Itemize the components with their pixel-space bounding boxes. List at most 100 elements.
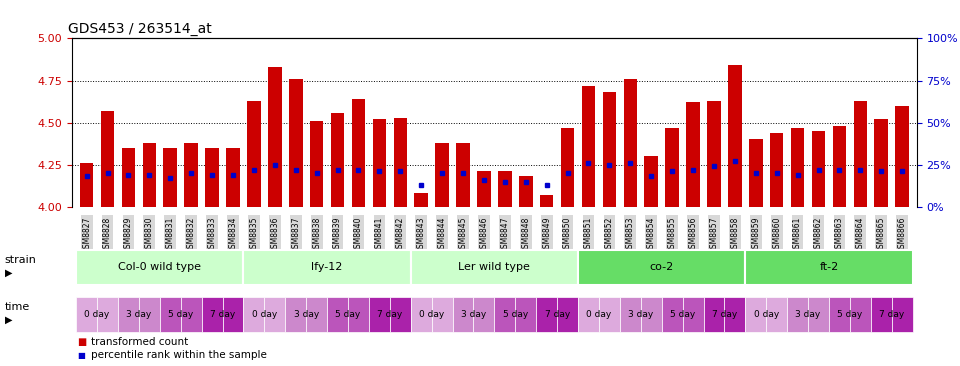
Bar xyxy=(139,297,159,332)
Bar xyxy=(143,143,156,207)
Bar xyxy=(477,171,491,207)
Text: 3 day: 3 day xyxy=(294,310,319,319)
Bar xyxy=(791,128,804,207)
Bar xyxy=(875,119,888,207)
Bar xyxy=(456,143,469,207)
Bar xyxy=(519,176,533,207)
Bar xyxy=(850,297,871,332)
Bar xyxy=(310,121,324,207)
Bar xyxy=(871,297,892,332)
Bar xyxy=(725,297,745,332)
Bar xyxy=(808,297,829,332)
Bar xyxy=(372,119,386,207)
Text: 3 day: 3 day xyxy=(796,310,821,319)
Bar xyxy=(247,101,261,207)
Bar xyxy=(494,297,516,332)
Bar xyxy=(331,112,345,207)
Bar xyxy=(686,102,700,207)
Bar xyxy=(285,297,306,332)
Bar xyxy=(80,163,93,207)
Bar xyxy=(97,297,118,332)
Text: 0 day: 0 day xyxy=(84,310,109,319)
Bar xyxy=(498,171,512,207)
Bar xyxy=(603,92,616,207)
Bar xyxy=(640,297,661,332)
Bar xyxy=(306,297,327,332)
Bar xyxy=(289,79,302,207)
Text: ■: ■ xyxy=(77,351,84,359)
Bar xyxy=(452,297,473,332)
Text: 5 day: 5 day xyxy=(168,310,193,319)
Bar xyxy=(411,297,432,332)
Bar xyxy=(184,143,198,207)
Bar xyxy=(599,297,620,332)
Bar xyxy=(223,297,244,332)
Text: ▶: ▶ xyxy=(5,315,12,325)
Bar xyxy=(118,297,139,332)
Text: time: time xyxy=(5,302,30,313)
Bar xyxy=(432,297,452,332)
Bar xyxy=(264,297,285,332)
Bar xyxy=(537,297,557,332)
Bar xyxy=(394,117,407,207)
Text: ■: ■ xyxy=(77,337,86,347)
Bar xyxy=(665,128,679,207)
Bar xyxy=(745,250,913,285)
Bar xyxy=(516,297,537,332)
Bar xyxy=(163,148,177,207)
Bar xyxy=(268,67,281,207)
Bar xyxy=(159,297,180,332)
Bar xyxy=(557,297,578,332)
Bar xyxy=(348,297,369,332)
Text: 7 day: 7 day xyxy=(210,310,235,319)
Text: 5 day: 5 day xyxy=(335,310,361,319)
Bar xyxy=(578,297,599,332)
Bar xyxy=(749,139,762,207)
Text: ▶: ▶ xyxy=(5,268,12,278)
Bar xyxy=(227,148,240,207)
Bar xyxy=(578,250,745,285)
Text: Ler wild type: Ler wild type xyxy=(459,262,530,272)
Bar xyxy=(415,193,428,207)
Text: co-2: co-2 xyxy=(650,262,674,272)
Bar xyxy=(390,297,411,332)
Text: 0 day: 0 day xyxy=(754,310,779,319)
Bar xyxy=(180,297,202,332)
Bar xyxy=(708,101,721,207)
Bar xyxy=(644,156,658,207)
Bar xyxy=(624,79,637,207)
Text: 5 day: 5 day xyxy=(670,310,695,319)
Bar xyxy=(582,86,595,207)
Bar xyxy=(540,195,554,207)
Bar xyxy=(205,148,219,207)
Bar xyxy=(369,297,390,332)
Text: 7 day: 7 day xyxy=(711,310,737,319)
Text: 3 day: 3 day xyxy=(127,310,152,319)
Text: 7 day: 7 day xyxy=(544,310,569,319)
Bar xyxy=(728,66,742,207)
Bar xyxy=(853,101,867,207)
Bar xyxy=(661,297,683,332)
Text: 3 day: 3 day xyxy=(461,310,486,319)
Bar xyxy=(829,297,850,332)
Bar xyxy=(896,106,909,207)
Text: transformed count: transformed count xyxy=(91,337,188,347)
Text: strain: strain xyxy=(5,255,36,265)
Bar xyxy=(411,250,578,285)
Bar xyxy=(122,148,135,207)
Text: 0 day: 0 day xyxy=(587,310,612,319)
Bar xyxy=(76,297,97,332)
Text: 7 day: 7 day xyxy=(377,310,402,319)
Bar xyxy=(244,250,411,285)
Text: 5 day: 5 day xyxy=(503,310,528,319)
Text: Col-0 wild type: Col-0 wild type xyxy=(118,262,202,272)
Bar xyxy=(892,297,913,332)
Bar xyxy=(766,297,787,332)
Bar xyxy=(244,297,264,332)
Bar xyxy=(770,133,783,207)
Text: lfy-12: lfy-12 xyxy=(311,262,343,272)
Bar xyxy=(473,297,494,332)
Bar xyxy=(683,297,704,332)
Text: ft-2: ft-2 xyxy=(819,262,839,272)
Text: 5 day: 5 day xyxy=(837,310,862,319)
